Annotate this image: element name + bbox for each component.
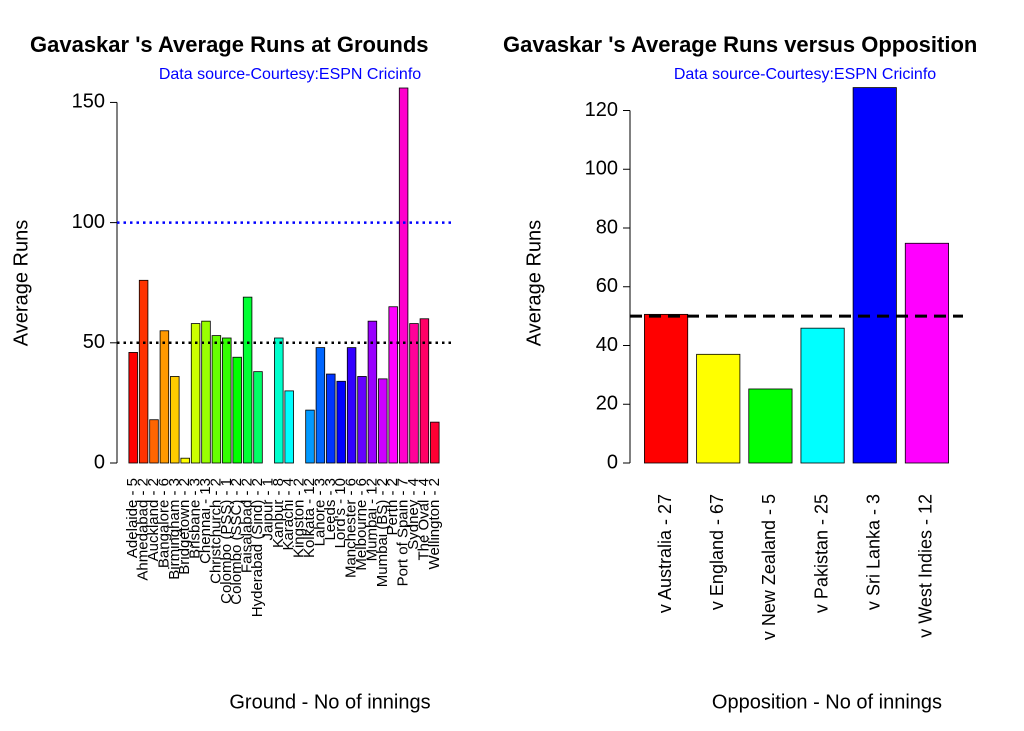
x-tick-label: v England - 67 (707, 494, 727, 610)
bar (326, 373, 336, 464)
bar (696, 353, 741, 464)
bar (284, 390, 294, 464)
x-tick-label: v West Indies - 12 (916, 494, 936, 638)
bar (748, 388, 793, 464)
bar (274, 337, 284, 464)
y-tick-label: 20 (596, 393, 618, 415)
y-tick-label: 50 (83, 331, 105, 353)
x-tick-label: Lahore - 3 (311, 478, 328, 546)
x-tick-label: Colombo (SSC) - 2 (228, 478, 245, 605)
bar (346, 347, 357, 464)
x-tick-label: Birmingham - 3 (166, 478, 183, 580)
x-tick-label: Christchurch - 2 (207, 478, 224, 584)
x-tick-label: Faisalabad - 2 (239, 478, 256, 573)
chart-title: Gavaskar 's Average Runs at Grounds (30, 32, 429, 57)
bar (388, 306, 398, 464)
x-tick-label: Ahmedabad - 2 (135, 478, 152, 581)
y-tick-label: 60 (596, 275, 618, 297)
y-tick-label: 0 (94, 451, 105, 473)
y-tick-label: 0 (607, 451, 618, 473)
bar (201, 320, 211, 464)
x-tick-label: Leeds - 3 (322, 478, 339, 541)
x-tick-label: Hyderabad (Sind) - 2 (249, 478, 266, 617)
x-tick-label: Karachi - 4 (280, 478, 297, 551)
bar (800, 327, 845, 464)
bar (904, 242, 949, 464)
x-tick-label: Colombo (PSS) - 1 (218, 478, 235, 604)
bar (378, 378, 388, 464)
x-tick-label: Melbourne - 6 (353, 478, 370, 571)
bar (180, 457, 190, 464)
x-tick-label: Kanpur - 8 (270, 478, 287, 548)
x-tick-label: Auckland - 2 (145, 478, 162, 561)
bar (852, 87, 897, 464)
bar (159, 330, 170, 464)
x-tick-label: Bridgetown - 2 (176, 478, 193, 575)
x-tick-label: Kolkata - 12 (301, 478, 318, 558)
bar (419, 318, 430, 464)
y-tick-label: 100 (585, 158, 618, 180)
x-tick-label: Brisbane - 3 (187, 478, 204, 559)
x-tick-label: Port of Spain - 7 (395, 478, 412, 586)
x-tick-label: Lord's - 10 (332, 478, 349, 548)
chart-title: Gavaskar 's Average Runs versus Oppositi… (503, 32, 977, 57)
y-tick-label: 80 (596, 216, 618, 238)
bar (242, 296, 253, 464)
bar (253, 371, 263, 464)
bar (367, 320, 378, 464)
x-tick-label: v New Zealand - 5 (759, 494, 779, 640)
x-tick-label: Bangalore - 6 (155, 478, 172, 568)
x-tick-label: Perth - 2 (384, 478, 401, 536)
bar (305, 409, 315, 464)
chart-subtitle: Data source-Courtesy:ESPN Cricinfo (159, 66, 421, 83)
bar (409, 323, 419, 464)
y-axis-label: Average Runs (10, 220, 32, 346)
bar (211, 335, 222, 464)
x-tick-label: Kingston - 2 (291, 478, 308, 558)
y-axis-label: Average Runs (523, 220, 545, 346)
bar (644, 313, 689, 464)
bar (138, 279, 149, 464)
y-tick-label: 150 (72, 91, 105, 113)
x-tick-label: Sydney - 4 (405, 478, 422, 550)
x-tick-label: Mumbai - 12 (363, 478, 380, 561)
bar (222, 337, 232, 464)
x-tick-label: Mumbai (BS) - 2 (374, 478, 391, 587)
y-tick-label: 100 (72, 211, 105, 233)
x-tick-label: The Oval - 4 (415, 478, 432, 561)
y-tick-label: 120 (585, 99, 618, 121)
x-tick-label: Wellington - 2 (426, 478, 443, 569)
bar (232, 356, 242, 464)
x-tick-label: Chennai - 13 (197, 478, 214, 564)
bar (398, 87, 409, 464)
y-tick-label: 40 (596, 334, 618, 356)
bar (190, 323, 201, 464)
chart-subtitle: Data source-Courtesy:ESPN Cricinfo (674, 66, 936, 83)
x-tick-label: Adelaide - 5 (124, 478, 141, 558)
bar (170, 376, 180, 464)
x-tick-label: v Pakistan - 25 (811, 494, 831, 613)
bar (336, 380, 346, 464)
x-tick-label: Manchester - 6 (343, 478, 360, 578)
bar (357, 376, 367, 464)
bar (315, 347, 326, 464)
x-tick-label: Jaipur - 1 (259, 478, 276, 541)
x-tick-label: v Australia - 27 (655, 494, 675, 613)
x-axis-label: Opposition - No of innings (712, 691, 942, 713)
x-axis-label: Ground - No of innings (229, 691, 430, 713)
bar (128, 352, 138, 464)
bar (430, 421, 440, 464)
x-tick-label: v Sri Lanka - 3 (864, 494, 884, 610)
bar (149, 419, 159, 464)
